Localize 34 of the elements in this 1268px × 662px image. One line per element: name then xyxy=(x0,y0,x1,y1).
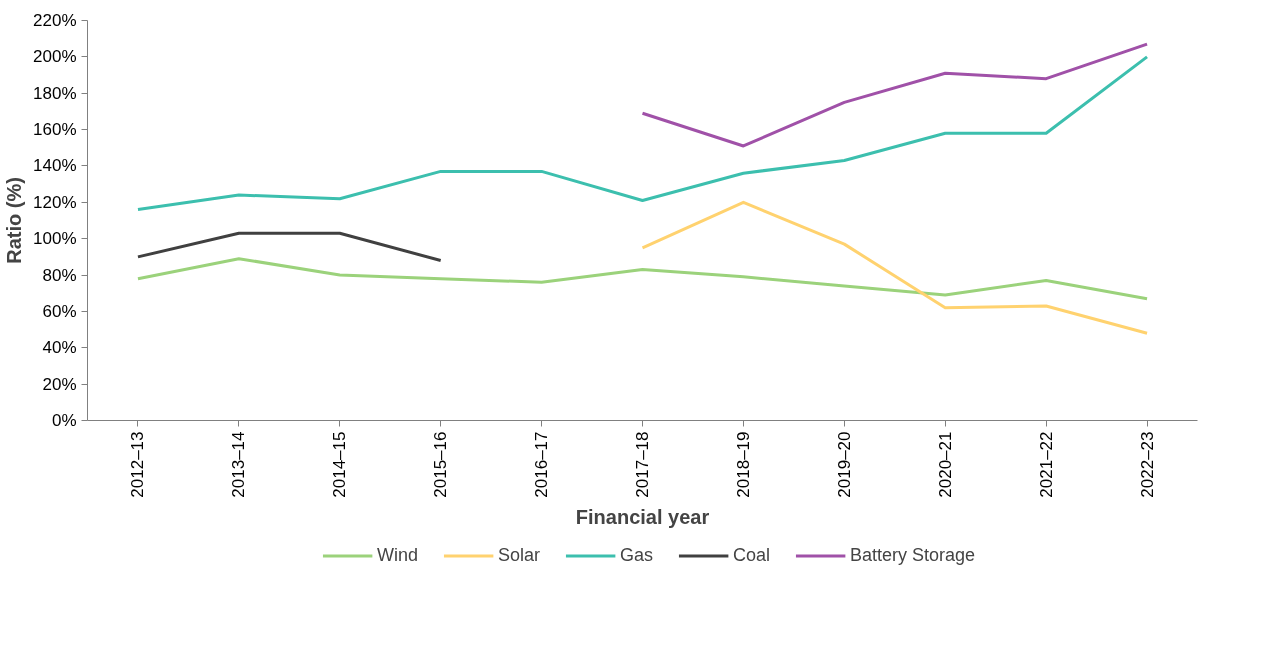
line-series xyxy=(136,257,1149,301)
y-tick-label: 220% xyxy=(33,11,77,30)
y-tick-label: 60% xyxy=(42,301,77,321)
line-series xyxy=(641,200,1149,335)
line-series xyxy=(641,42,1149,148)
x-tick-label: 2022–23 xyxy=(1137,431,1157,498)
y-tick-label: 100% xyxy=(33,229,77,249)
x-tick-label: 2021–22 xyxy=(1036,431,1056,498)
x-tick-label: 2014–15 xyxy=(330,431,350,498)
x-tick-label: 2019–20 xyxy=(834,431,854,498)
y-tick-label: 40% xyxy=(42,338,77,358)
legend-label: Coal xyxy=(732,544,771,566)
x-tick-label: 2012–13 xyxy=(128,431,148,498)
legend-label: Battery Storage xyxy=(850,544,976,566)
y-tick-label: 140% xyxy=(33,156,77,176)
y-tick-label: 160% xyxy=(33,120,77,140)
x-tick-label: 2015–16 xyxy=(431,431,451,498)
legend-label: Wind xyxy=(376,544,418,566)
y-tick-label: 80% xyxy=(42,265,77,285)
x-tick-label: 2013–14 xyxy=(229,431,249,498)
y-tick-label: 0% xyxy=(51,411,77,430)
legend-label: Gas xyxy=(619,544,653,566)
x-tick-label: 2017–18 xyxy=(633,431,652,498)
y-tick-label: 200% xyxy=(33,47,77,67)
x-tick-label: 2018–19 xyxy=(733,431,753,498)
y-tick-label: 20% xyxy=(42,374,77,394)
line-series xyxy=(136,55,1149,212)
y-tick-label: 180% xyxy=(33,83,77,103)
x-axis-title: Financial year xyxy=(575,505,710,528)
y-tick-label: 120% xyxy=(33,192,77,212)
legend-label: Solar xyxy=(497,544,540,566)
x-tick-label: 2016–17 xyxy=(532,431,552,498)
y-axis-title: Ratio (%) xyxy=(3,177,26,264)
x-tick-label: 2020–21 xyxy=(935,431,955,498)
